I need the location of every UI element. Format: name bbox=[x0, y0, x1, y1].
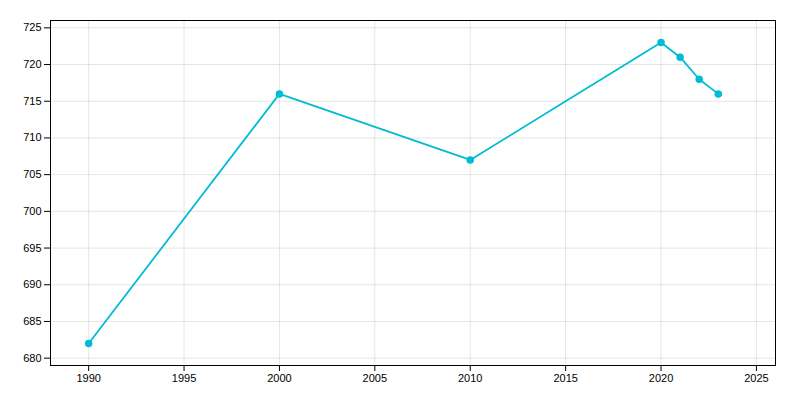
svg-text:680: 680 bbox=[23, 352, 41, 364]
svg-text:2005: 2005 bbox=[363, 372, 387, 384]
svg-text:2015: 2015 bbox=[553, 372, 577, 384]
svg-text:690: 690 bbox=[23, 278, 41, 290]
svg-text:1995: 1995 bbox=[172, 372, 196, 384]
svg-text:2025: 2025 bbox=[744, 372, 768, 384]
svg-text:1990: 1990 bbox=[76, 372, 100, 384]
svg-text:700: 700 bbox=[23, 205, 41, 217]
svg-text:710: 710 bbox=[23, 131, 41, 143]
svg-text:715: 715 bbox=[23, 95, 41, 107]
svg-text:725: 725 bbox=[23, 21, 41, 33]
svg-text:685: 685 bbox=[23, 315, 41, 327]
svg-text:720: 720 bbox=[23, 58, 41, 70]
svg-text:2020: 2020 bbox=[649, 372, 673, 384]
svg-text:705: 705 bbox=[23, 168, 41, 180]
svg-text:695: 695 bbox=[23, 242, 41, 254]
svg-text:2010: 2010 bbox=[458, 372, 482, 384]
svg-text:2000: 2000 bbox=[267, 372, 291, 384]
